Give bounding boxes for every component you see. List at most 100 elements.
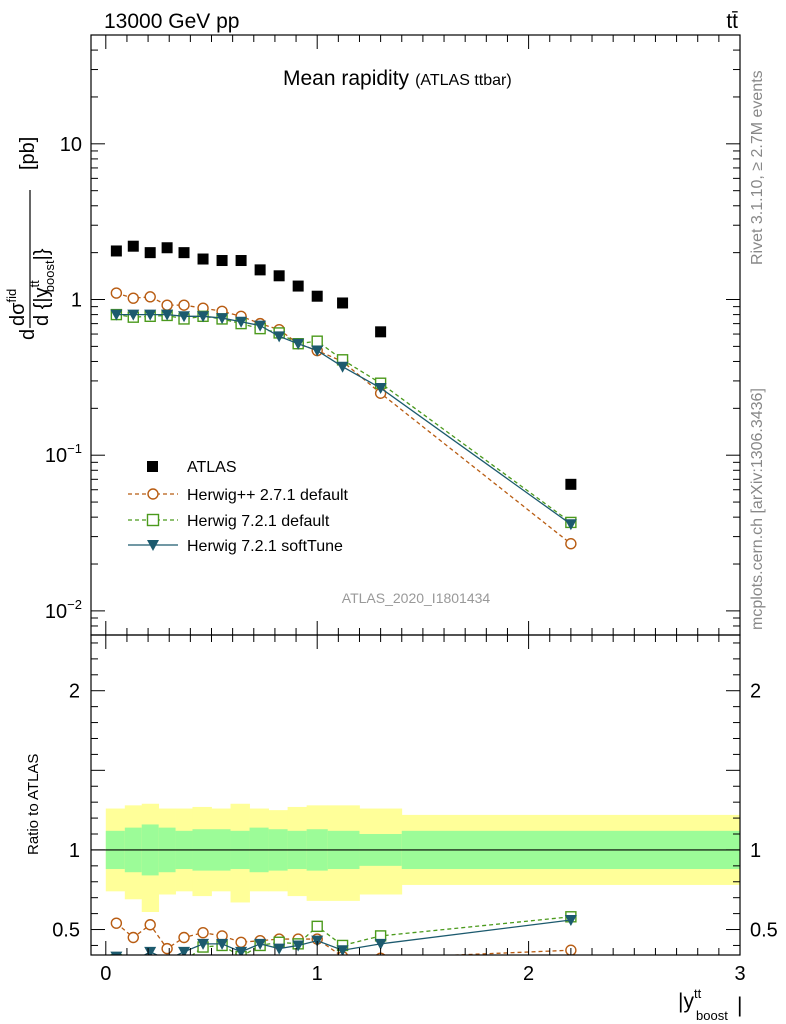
legend-label-herwigpp: Herwig++ 2.7.1 default — [187, 487, 349, 504]
ratio-point-series-0 — [127, 931, 139, 944]
ratio-point-series-1 — [179, 956, 189, 966]
legend-marker-herwigpp — [147, 488, 159, 500]
data-point-series-0 — [292, 280, 304, 292]
data-point-series-0 — [127, 240, 139, 252]
ratio-y-tick-label-right: 2 — [750, 681, 761, 703]
data-point-series-3 — [178, 311, 191, 323]
ratio-y-tick-label-left: 2 — [69, 681, 80, 703]
xlabel-main: |ytt — [678, 986, 702, 1013]
ratio-point-series-2 — [273, 943, 286, 955]
ratio-point-series-2 — [178, 946, 191, 955]
y-tick-base: 10 — [45, 445, 67, 467]
analysis-label: ATLAS_2020_I1801434 — [342, 590, 491, 606]
data-point-series-3 — [273, 331, 286, 343]
ratio-panel: 0 1 2 30.5 0.51 12 2 Ratio to ATLAS |ytt boost… — [25, 634, 778, 1023]
data-point-series-3 — [216, 313, 229, 325]
ratio-point-series-0 — [178, 931, 190, 944]
ylabel-dsigma: dσfid — [4, 289, 29, 326]
data-point-series-0 — [197, 253, 209, 265]
ratio-point-series-2 — [374, 938, 387, 950]
legend-marker-herwig7-softtune — [147, 540, 159, 551]
ratio-point-series-0 — [144, 919, 156, 931]
data-point-series-0 — [273, 270, 285, 282]
main-y-tick-label: 10−1 — [45, 441, 82, 467]
data-point-series-0 — [110, 245, 122, 257]
xlabel-boost: boost — [696, 1008, 728, 1023]
legend-label-herwig7-default: Herwig 7.2.1 default — [187, 513, 330, 530]
ratio-point-series-2 — [144, 946, 157, 955]
data-point-series-3 — [161, 309, 174, 321]
ratio-point-series-1 — [311, 920, 323, 933]
ratio-point-series-0 — [161, 942, 173, 955]
x-axis-label: |ytt boost | — [678, 986, 742, 1023]
data-point-series-0 — [144, 247, 156, 259]
data-point-series-3 — [197, 311, 210, 323]
data-point-series-2 — [311, 335, 323, 347]
legend-label-atlas: ATLAS — [187, 459, 237, 476]
chart-title: Mean rapidity (ATLAS ttbar) — [283, 67, 512, 90]
ratio-point-series-0 — [197, 927, 209, 939]
ratio-y-tick-label-right: 0.5 — [750, 920, 778, 942]
ratio-point-series-0 — [110, 917, 123, 929]
ylabel-dsigma-text: dσ — [7, 302, 29, 326]
data-point-series-0 — [311, 290, 323, 302]
main-plot-content — [110, 240, 577, 550]
ylabel-den-main: d {|y — [31, 287, 53, 326]
ratio-point-series-1 — [162, 956, 172, 966]
ratio-point-series-1 — [110, 954, 123, 955]
x-tick-label: 1 — [312, 963, 323, 985]
ylabel-den-close: |} — [31, 248, 53, 260]
ratio-y-tick-label-left: 0.5 — [52, 920, 80, 942]
legend-label-herwig7-softtune: Herwig 7.2.1 softTune — [187, 538, 343, 555]
data-point-series-0 — [216, 255, 228, 267]
legend-marker-herwig7-default — [146, 513, 160, 527]
ratio-point-series-1 — [128, 956, 138, 966]
data-point-series-0 — [254, 264, 266, 276]
data-point-series-0 — [565, 478, 577, 490]
data-point-series-1 — [565, 538, 577, 550]
ratio-point-series-2 — [197, 938, 210, 950]
ratio-point-series-2 — [216, 938, 229, 950]
data-point-series-3 — [110, 309, 123, 321]
ratio-point-series-2 — [110, 951, 123, 955]
ylabel-den-tt: tt — [27, 280, 42, 288]
data-point-series-1 — [178, 299, 190, 311]
y-tick-exponent: −1 — [67, 441, 82, 456]
ratio-point-series-2 — [235, 946, 248, 955]
legend-entry-herwigpp: Herwig++ 2.7.1 default — [128, 487, 349, 504]
main-y-tick-label: 10−2 — [45, 597, 82, 623]
y-tick-base: 10 — [45, 601, 67, 623]
main-y-axis-label: d dσfid d {|yttboost|} [pb] — [4, 137, 57, 340]
ratio-y-tick-label-right: 1 — [750, 840, 761, 862]
xlabel-close: | — [737, 994, 742, 1017]
data-point-series-3 — [144, 309, 157, 321]
ylabel-fid: fid — [4, 289, 19, 303]
ratio-axes: 0 1 2 30.5 0.51 12 2 — [52, 635, 778, 985]
ratio-plot-content — [91, 803, 740, 967]
data-point-series-3 — [564, 519, 577, 531]
ratio-y-axis-label: Ratio to ATLAS — [25, 754, 42, 855]
ratio-panel-frame — [90, 634, 741, 956]
x-tick-label: 0 — [100, 963, 111, 985]
ratio-point-series-2 — [161, 954, 174, 955]
mcplots-label: mcplots.cern.ch [arXiv:1306.3436] — [749, 388, 766, 630]
ratio-point-series-2 — [127, 956, 139, 967]
x-tick-label: 2 — [523, 963, 534, 985]
ylabel-denominator: d {|yttboost|} — [27, 248, 57, 326]
main-y-tick-label: 10 — [60, 134, 82, 156]
xlabel-tt: tt — [694, 986, 702, 1001]
data-point-series-1 — [110, 287, 123, 299]
legend-entry-herwig7-softtune: Herwig 7.2.1 softTune — [128, 538, 343, 555]
ylabel-den-boost: boost — [42, 260, 57, 292]
ratio-point-series-1 — [145, 956, 155, 966]
ratio-point-series-2 — [292, 940, 305, 952]
data-point-series-0 — [235, 255, 247, 267]
y-tick-exponent: −2 — [67, 597, 82, 612]
data-point-series-0 — [337, 297, 349, 309]
legend-marker-atlas — [147, 461, 158, 472]
x-tick-label: 3 — [734, 963, 745, 985]
ratio-point-series-2 — [254, 938, 267, 950]
data-point-series-1 — [127, 292, 139, 304]
